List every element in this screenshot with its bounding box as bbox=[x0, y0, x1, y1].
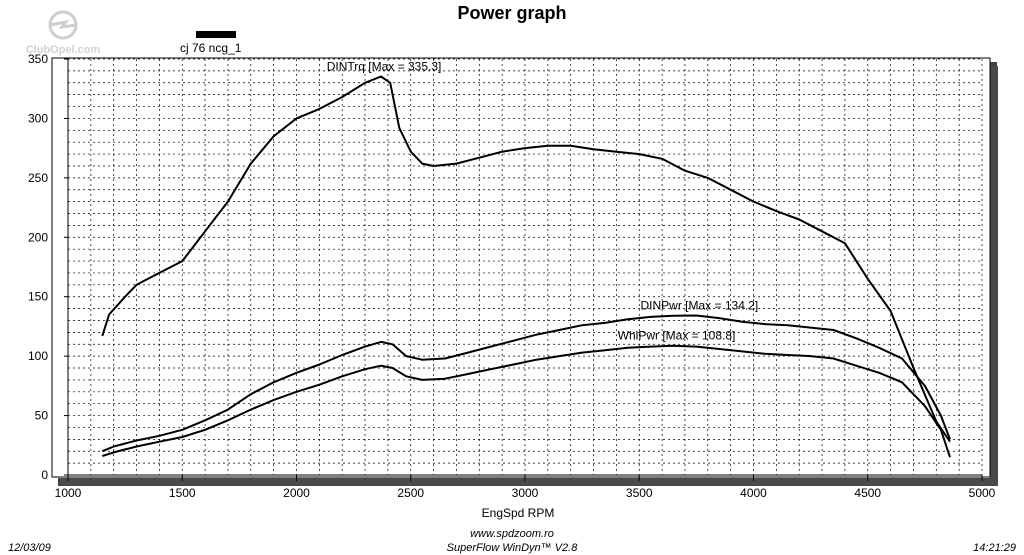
series-labels: DINTrq [Max = 335.3] DINPwr [Max = 134.2]… bbox=[327, 59, 758, 342]
logo-text: ClubOpel.com bbox=[26, 44, 101, 56]
x-tick-label: 4500 bbox=[854, 486, 881, 500]
x-axis: 1000 1500 2000 2500 3000 3500 4000 4500 5000 bbox=[55, 474, 996, 500]
plot-area bbox=[51, 57, 991, 478]
y-tick-label: 350 bbox=[28, 52, 48, 66]
x-tick-label: 4000 bbox=[740, 486, 767, 500]
series-label-dintrq: DINTrq [Max = 335.3] bbox=[327, 59, 442, 73]
footer-time: 14:21:29 bbox=[973, 542, 1016, 554]
y-tick-label: 200 bbox=[28, 230, 48, 244]
grid bbox=[67, 58, 983, 475]
series-line-dinpwr bbox=[101, 314, 951, 453]
x-tick-label: 5000 bbox=[969, 486, 996, 500]
footer-software: SuperFlow WinDyn™ V2.8 bbox=[447, 542, 579, 554]
x-tick-label: 1500 bbox=[169, 486, 196, 500]
x-tick-label: 2000 bbox=[283, 486, 310, 500]
series-label-dinpwr: DINPwr [Max = 134.2] bbox=[641, 298, 759, 312]
opel-logo-icon: ClubOpel.com bbox=[18, 8, 108, 58]
x-tick-label: 1000 bbox=[55, 486, 82, 500]
x-tick-label: 3500 bbox=[626, 486, 653, 500]
x-tick-label: 2500 bbox=[397, 486, 424, 500]
y-tick-label: 300 bbox=[28, 111, 48, 125]
plot-shadow-right bbox=[990, 66, 998, 486]
plot-shadow-bottom bbox=[60, 478, 998, 486]
series-group bbox=[101, 75, 951, 458]
footer-date: 12/03/09 bbox=[8, 542, 51, 554]
y-tick-label: 100 bbox=[28, 349, 48, 363]
y-tick-label: 50 bbox=[35, 409, 49, 423]
y-axis: 0 50 100 150 200 250 300 350 bbox=[28, 52, 69, 482]
series-label-whlpwr: WhlPwr [Max = 108.8] bbox=[618, 329, 736, 343]
x-axis-label: EngSpd RPM bbox=[482, 506, 555, 520]
series-line-dintrq bbox=[101, 75, 951, 443]
y-tick-label: 150 bbox=[28, 290, 48, 304]
legend-label: cj 76 ncg_1 bbox=[180, 41, 242, 55]
footer-website: www.spdzoom.ro bbox=[470, 528, 554, 540]
chart-title: Power graph bbox=[457, 3, 566, 23]
legend-swatch bbox=[196, 31, 236, 38]
y-tick-label: 250 bbox=[28, 171, 48, 185]
x-tick-label: 3000 bbox=[512, 486, 539, 500]
series-line-whlpwr bbox=[101, 344, 951, 458]
y-tick-label: 0 bbox=[41, 468, 48, 482]
